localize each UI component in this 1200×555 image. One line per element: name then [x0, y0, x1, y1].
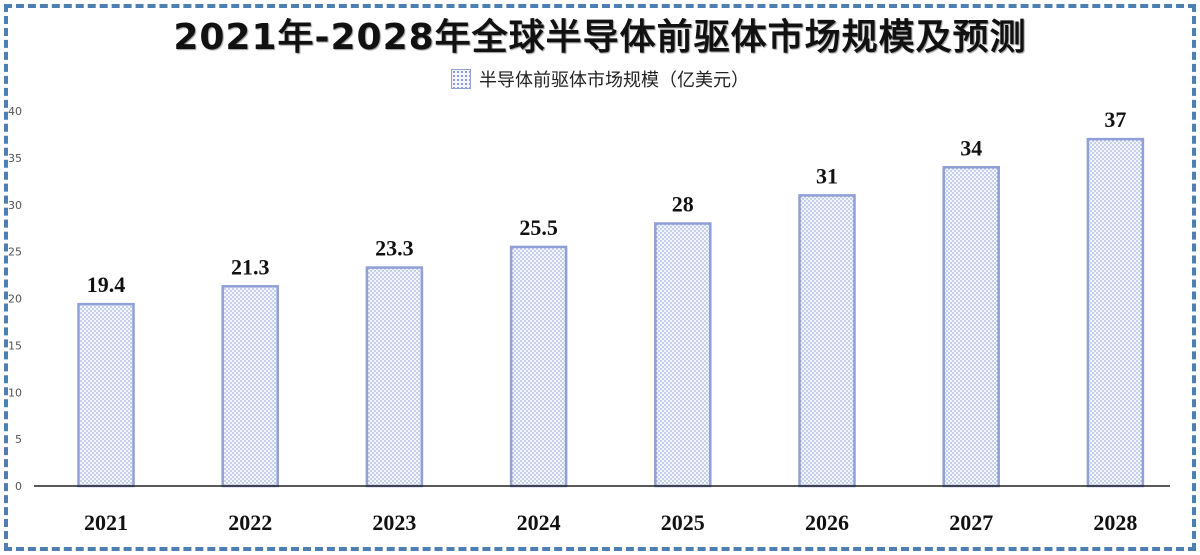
data-label: 34: [960, 135, 982, 160]
y-axis: 0 5 10 15 20 25 30 35 40: [8, 105, 22, 493]
bar: [942, 166, 1000, 488]
x-tick-label: 2026: [805, 510, 849, 535]
x-axis: 2021 2022 2023 2024 2025 2026 2027 2028: [34, 485, 1170, 535]
bar: [1086, 137, 1145, 488]
y-tick-label: 25: [8, 246, 22, 259]
x-tick-label: 2023: [372, 510, 416, 535]
data-label: 25.5: [519, 215, 558, 240]
bar: [654, 222, 712, 488]
bar: [509, 245, 568, 488]
data-label: 31: [816, 163, 838, 188]
x-tick-label: 2025: [661, 510, 705, 535]
y-tick-label: 35: [8, 152, 22, 165]
y-tick-label: 40: [8, 105, 22, 118]
y-tick-label: 30: [8, 199, 22, 212]
data-label: 37: [1104, 107, 1126, 132]
legend-swatch: [451, 69, 471, 89]
data-label: 21.3: [231, 254, 270, 279]
y-tick-label: 5: [15, 433, 22, 446]
y-tick-label: 0: [15, 480, 22, 493]
data-label: 28: [672, 192, 694, 217]
bar: [365, 266, 424, 488]
bar: [77, 302, 135, 488]
bar: [798, 194, 856, 488]
x-tick-label: 2024: [517, 510, 561, 535]
bar: [221, 285, 279, 488]
data-label: 23.3: [375, 236, 414, 261]
y-tick-label: 15: [8, 339, 22, 352]
chart-title: 2021年-2028年全球半导体前驱体市场规模及预测: [173, 17, 1027, 58]
y-tick-label: 10: [8, 386, 22, 399]
x-tick-label: 2027: [949, 510, 993, 535]
legend-label: 半导体前驱体市场规模（亿美元）: [479, 70, 749, 91]
y-tick-label: 20: [8, 293, 22, 306]
bars-group: 19.4 21.3 23.3 25.5 28 31 34 37: [77, 107, 1145, 488]
x-tick-label: 2028: [1093, 510, 1137, 535]
data-label: 19.4: [87, 272, 126, 297]
x-tick-label: 2022: [228, 510, 272, 535]
x-tick-label: 2021: [84, 510, 128, 535]
legend: 半导体前驱体市场规模（亿美元）: [0, 66, 1200, 92]
